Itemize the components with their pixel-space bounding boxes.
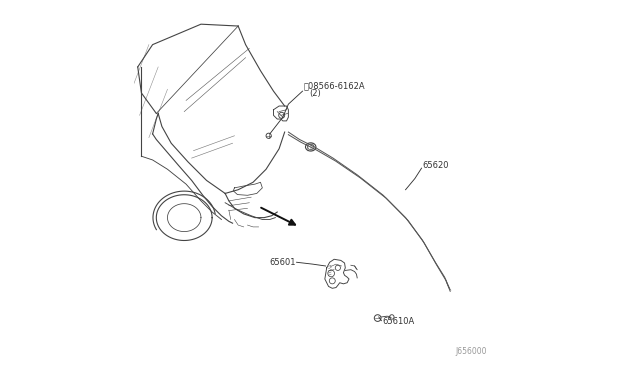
Text: 65610A: 65610A <box>383 317 415 326</box>
Text: Ⓜ08566-6162A: Ⓜ08566-6162A <box>303 81 365 90</box>
Text: 65601: 65601 <box>269 258 296 267</box>
Text: 65620: 65620 <box>422 161 449 170</box>
Text: J656000: J656000 <box>456 347 487 356</box>
Text: (2): (2) <box>309 89 321 98</box>
